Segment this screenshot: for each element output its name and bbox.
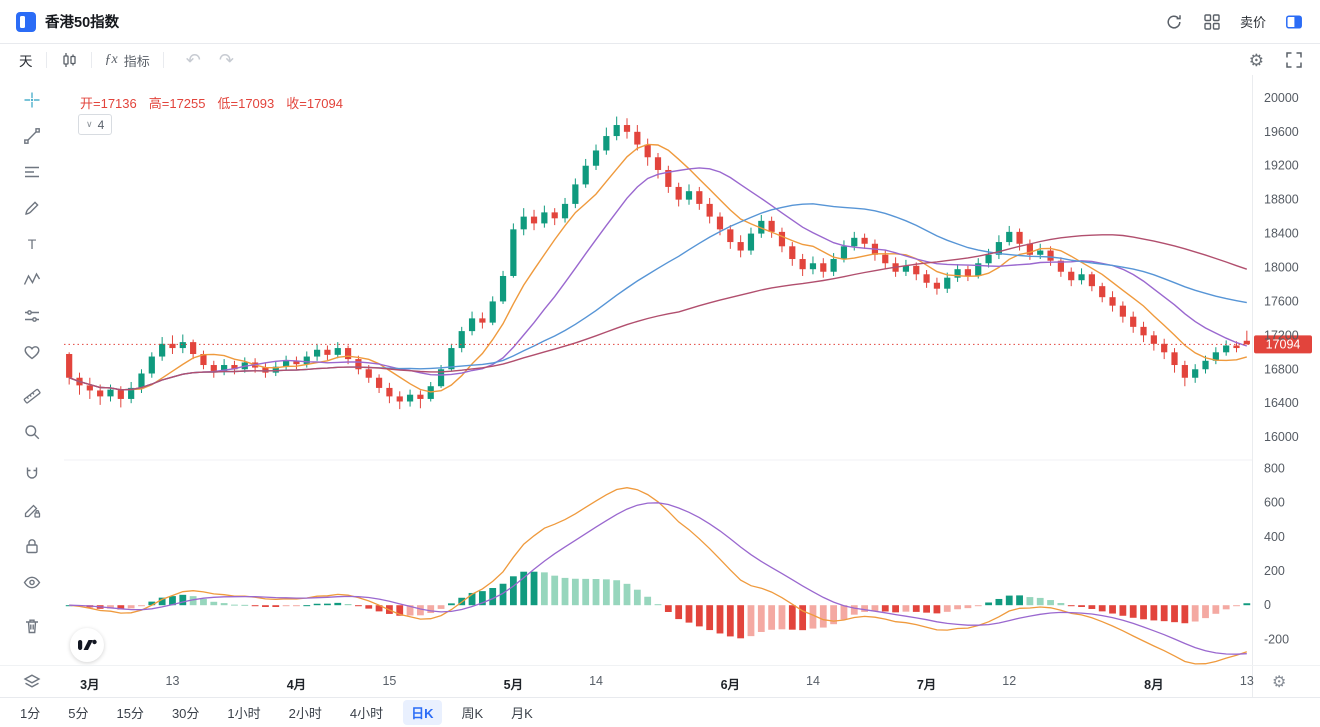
last-price-tag [1254, 335, 1312, 354]
trend-line-tool[interactable] [0, 118, 64, 154]
instrument-title: 香港50指数 [45, 15, 120, 31]
svg-text:400: 400 [1264, 530, 1285, 544]
period-selector[interactable]: 天 [19, 54, 33, 69]
svg-text:800: 800 [1264, 462, 1285, 476]
timeframe-bar: 1分 5分 15分 30分 1小时 2小时 4小时 日K 周K 月K [0, 697, 1320, 727]
svg-text:17094: 17094 [1266, 337, 1301, 351]
ohlc-legend-item: 收=17094 [286, 96, 343, 111]
lock-icon[interactable] [0, 528, 64, 564]
svg-text:0: 0 [1264, 598, 1271, 612]
time-axis-label: 6月 [720, 678, 741, 692]
time-axis-label: 8月 [1144, 678, 1164, 692]
brush-tool[interactable] [0, 190, 64, 226]
timeframe-button-1小时[interactable]: 1小时 [219, 700, 268, 725]
collapsed-indicator-count: 4 [97, 117, 105, 132]
pattern-tool[interactable] [0, 262, 64, 298]
svg-text:18400: 18400 [1264, 227, 1299, 241]
time-axis-label: 4月 [286, 678, 307, 692]
fx-icon: ƒx [104, 52, 118, 67]
svg-text:600: 600 [1264, 496, 1285, 510]
drawing-tools-sidebar: T [0, 82, 64, 700]
favorites-heart-icon[interactable] [0, 334, 64, 370]
price-axis-separator [1252, 75, 1253, 697]
drawing-lock-pencil-tool[interactable] [0, 492, 64, 528]
layers-icon[interactable] [0, 664, 64, 700]
timeframe-button-30分[interactable]: 30分 [164, 700, 207, 725]
timeframe-button-1分[interactable]: 1分 [12, 700, 48, 725]
svg-text:T: T [28, 236, 37, 252]
refresh-icon[interactable] [1164, 12, 1184, 32]
timeframe-button-5分[interactable]: 5分 [60, 700, 96, 725]
ohlc-legend-item: 高=17255 [148, 96, 206, 111]
svg-text:16800: 16800 [1264, 362, 1299, 376]
time-axis-gear-icon[interactable]: ⚙ [1272, 674, 1287, 691]
ohlc-legend-item: 低=17093 [217, 96, 275, 111]
svg-text:19200: 19200 [1264, 159, 1299, 173]
crosshair-tool[interactable] [0, 82, 64, 118]
chart-toolbar: 天 ƒx 指标 ↶ ↷ ⚙ [0, 45, 1320, 75]
svg-text:20000: 20000 [1264, 91, 1299, 105]
time-axis-label: 3月 [80, 678, 100, 692]
trash-icon[interactable] [0, 608, 64, 644]
sell-price-toggle[interactable]: 卖价 [1239, 15, 1266, 30]
svg-text:18800: 18800 [1264, 193, 1299, 207]
magnet-tool[interactable] [0, 456, 64, 492]
top-header-bar: 香港50指数 卖价 [0, 0, 1320, 44]
separator [45, 52, 47, 68]
visibility-eye-icon[interactable] [0, 564, 64, 600]
svg-text:17600: 17600 [1264, 294, 1299, 308]
text-tool[interactable]: T [0, 226, 64, 262]
time-axis-label: 7月 [916, 678, 937, 692]
time-axis-label: 14 [806, 674, 820, 688]
measure-ruler-tool[interactable] [0, 378, 64, 414]
candlestick-chart[interactable]: 17094 20000 19600 19200 18800 18400 18000 17600… [64, 75, 1320, 665]
undo-icon[interactable]: ↶ [185, 50, 201, 70]
separator [162, 52, 164, 68]
indicators-collapse-dropdown[interactable]: ∨ 4 [78, 114, 113, 135]
candle-style-icon[interactable] [60, 51, 78, 69]
time-axis-label: 15 [382, 674, 397, 688]
time-axis-label: 13 [1239, 674, 1254, 688]
svg-text:-200: -200 [1264, 632, 1289, 646]
timeframe-button-4小时[interactable]: 4小时 [342, 700, 391, 725]
parallel-lines-tool[interactable] [0, 154, 64, 190]
indicators-label: 指标 [123, 53, 150, 69]
time-axis[interactable]: ⚙ 3月 13 4月 15 5月 14 6月 14 7月 12 8月 13 [0, 665, 1320, 698]
svg-text:16400: 16400 [1264, 396, 1299, 410]
panel-toggle-icon[interactable] [1284, 12, 1304, 32]
svg-text:200: 200 [1264, 564, 1285, 578]
timeframe-button-周K[interactable]: 周K [454, 700, 492, 725]
redo-icon[interactable]: ↷ [218, 50, 234, 70]
chart-settings-gear-icon[interactable]: ⚙ [1248, 50, 1264, 70]
svg-text:17200: 17200 [1264, 328, 1299, 342]
timeframe-button-2小时[interactable]: 2小时 [281, 700, 330, 725]
instrument-logo-icon [16, 11, 36, 32]
timeframe-button-15分[interactable]: 15分 [108, 700, 151, 725]
forecast-tool[interactable] [0, 298, 64, 334]
chevron-down-icon: ∨ [86, 119, 93, 129]
timeframe-button-日K[interactable]: 日K [403, 700, 442, 725]
ohlc-legend-item: 开=17136 [80, 96, 137, 111]
time-axis-label: 5月 [503, 678, 524, 692]
time-axis-label: 14 [589, 674, 603, 688]
ohlc-legend: 开=17136 高=17255 低=17093 收=17094 [80, 93, 355, 112]
indicators-button[interactable]: ƒx 指标 [105, 51, 150, 70]
svg-text:19600: 19600 [1264, 125, 1299, 139]
fullscreen-icon[interactable] [1284, 50, 1304, 70]
tradingview-logo[interactable] [70, 628, 104, 662]
apps-grid-icon[interactable] [1202, 12, 1222, 32]
svg-text:18000: 18000 [1264, 261, 1299, 275]
svg-text:16000: 16000 [1264, 430, 1299, 444]
timeframe-button-月K[interactable]: 月K [503, 700, 541, 725]
time-axis-label: 12 [1002, 674, 1017, 688]
time-axis-label: 13 [165, 674, 180, 688]
zoom-tool[interactable] [0, 414, 64, 450]
separator [90, 52, 92, 68]
